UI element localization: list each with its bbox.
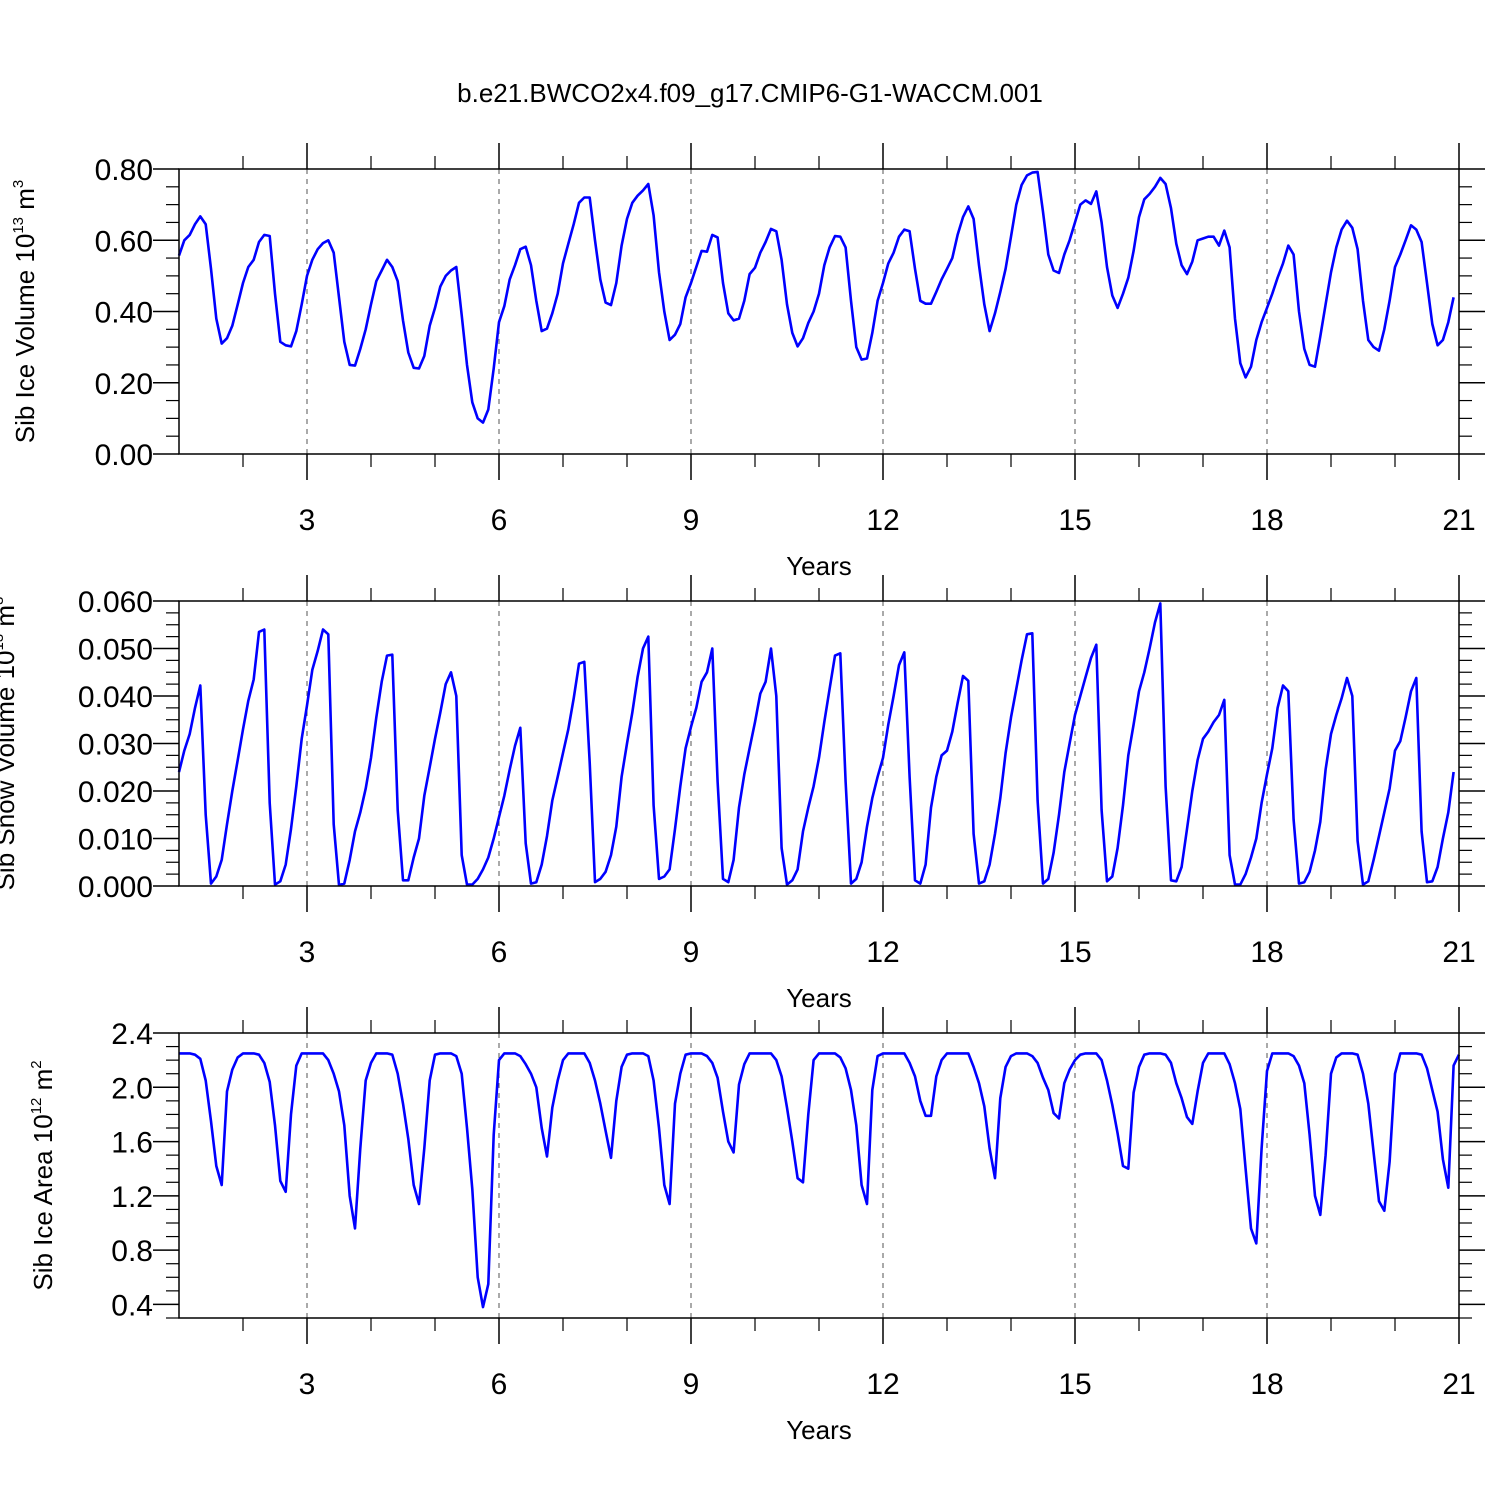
x-tick-label: 21: [1442, 504, 1475, 537]
x-tick-label: 9: [683, 504, 700, 537]
data-series-line: [177, 602, 1455, 887]
y-tick-label: 1.6: [111, 1127, 153, 1160]
y-tick-label: 0.8: [111, 1235, 153, 1268]
y-axis-label: Sib Ice Volume 1013 m3: [10, 180, 40, 444]
y-tick-label: 0.010: [78, 824, 153, 857]
data-series-line: [177, 170, 1455, 424]
y-tick-label: 0.060: [78, 586, 153, 619]
y-tick-label: 2.4: [111, 1018, 153, 1051]
y-tick-label: 1.2: [111, 1181, 153, 1214]
y-tick-label: 0.050: [78, 634, 153, 667]
y-tick-label: 2.0: [111, 1072, 153, 1105]
y-axis-label: Sib Ice Area 1012 m2: [28, 1060, 58, 1290]
x-tick-label: 21: [1442, 1368, 1475, 1401]
x-tick-label: 12: [866, 504, 899, 537]
x-tick-label: 15: [1058, 1368, 1091, 1401]
y-tick-label: 0.40: [95, 297, 153, 330]
y-tick-label: 0.4: [111, 1289, 153, 1322]
x-tick-label: 18: [1250, 936, 1283, 969]
y-axis-label: Sib Snow Volume 1013 m3: [0, 597, 20, 891]
x-tick-label: 12: [866, 936, 899, 969]
y-tick-label: 0.020: [78, 776, 153, 809]
y-tick-label: 0.60: [95, 225, 153, 258]
figure-title: b.e21.BWCO2x4.f09_g17.CMIP6-G1-WACCM.001: [457, 78, 1043, 108]
x-axis-label: Years: [786, 551, 852, 581]
chart-panel-1: 0.00 0.20 0.40 0.60 0.80 3 6 9 12 15 18 21 Years Sib …: [10, 143, 1485, 581]
chart-panel-2: 0.000 0.010 0.020 0.030 0.040 0.050 0.060 3 6 9 12…: [0, 575, 1485, 1013]
x-tick-label: 9: [683, 936, 700, 969]
x-tick-label: 3: [299, 1368, 316, 1401]
y-tick-label: 0.040: [78, 681, 153, 714]
y-tick-label: 0.00: [95, 439, 153, 472]
x-tick-label: 18: [1250, 504, 1283, 537]
y-tick-label: 0.20: [95, 368, 153, 401]
x-tick-label: 21: [1442, 936, 1475, 969]
x-tick-label: 15: [1058, 504, 1091, 537]
y-tick-label: 0.80: [95, 154, 153, 187]
x-tick-label: 6: [491, 1368, 508, 1401]
x-axis-label: Years: [786, 1415, 852, 1445]
x-tick-label: 12: [866, 1368, 899, 1401]
data-series-line: [179, 1052, 1461, 1309]
x-axis-label: Years: [786, 983, 852, 1013]
x-tick-label: 3: [299, 504, 316, 537]
chart-panel-3: 0.4 0.8 1.2 1.6 2.0 2.4 3 6 9 12 15 18 21 Years Sib Ic…: [28, 1007, 1485, 1445]
x-tick-label: 3: [299, 936, 316, 969]
x-tick-label: 15: [1058, 936, 1091, 969]
x-tick-label: 6: [491, 936, 508, 969]
y-tick-label: 0.030: [78, 729, 153, 762]
x-tick-label: 6: [491, 504, 508, 537]
y-tick-label: 0.000: [78, 871, 153, 904]
x-tick-label: 9: [683, 1368, 700, 1401]
x-tick-label: 18: [1250, 1368, 1283, 1401]
